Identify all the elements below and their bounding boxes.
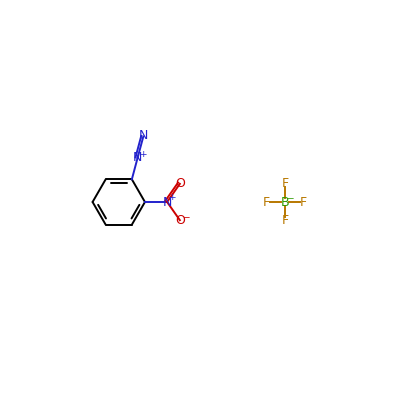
Text: F: F xyxy=(282,177,289,190)
Text: N: N xyxy=(133,152,142,164)
Text: B: B xyxy=(281,196,289,208)
Text: −: − xyxy=(286,194,293,202)
Text: N: N xyxy=(162,196,172,208)
Text: N: N xyxy=(139,129,148,142)
Text: O: O xyxy=(175,214,185,227)
Text: F: F xyxy=(282,214,289,227)
Text: +: + xyxy=(168,194,176,202)
Text: +: + xyxy=(139,150,146,159)
Text: F: F xyxy=(263,196,270,208)
Text: O: O xyxy=(175,177,185,190)
Text: F: F xyxy=(300,196,307,208)
Text: −: − xyxy=(182,212,189,222)
